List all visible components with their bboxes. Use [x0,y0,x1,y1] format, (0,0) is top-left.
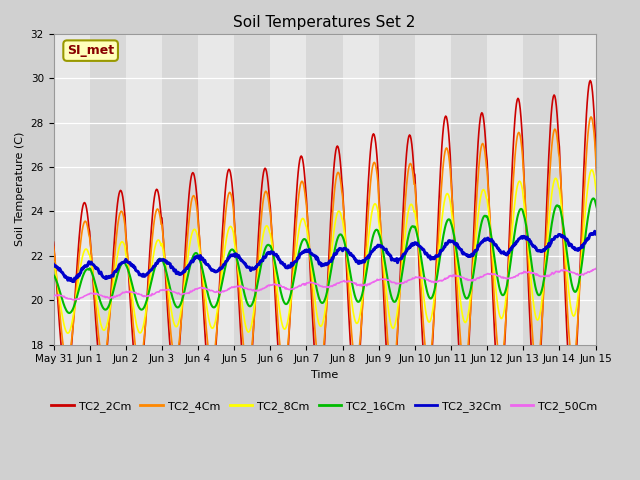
TC2_50Cm [70,297,77,303]
TC2_32Cm [253,264,260,269]
Line: TC2_16Cm: TC2_16Cm [54,195,631,313]
TC2_50Cm [275,284,282,289]
TC2_2Cm [274,343,282,348]
TC2_8Cm [50,259,58,265]
Bar [54,34,90,345]
TC2_8Cm [64,330,72,336]
TC2_32Cm [225,255,232,261]
TC2_16Cm [627,193,635,199]
TC2_2Cm [223,170,231,176]
TC2_8Cm [403,220,410,226]
Title: Soil Temperatures Set 2: Soil Temperatures Set 2 [234,15,416,30]
TC2_32Cm [435,252,443,258]
X-axis label: Time: Time [311,370,338,380]
Line: TC2_8Cm: TC2_8Cm [54,166,631,333]
Bar [198,34,234,345]
Bar [126,34,162,345]
TC2_4Cm [388,368,396,373]
TC2_8Cm [627,173,635,179]
TC2_16Cm [65,310,73,316]
TC2_8Cm [118,239,126,245]
TC2_16Cm [435,262,443,267]
TC2_32Cm [275,256,282,262]
TC2_4Cm [223,196,231,202]
TC2_2Cm [627,119,635,124]
TC2_4Cm [623,109,631,115]
Text: SI_met: SI_met [67,44,114,57]
TC2_32Cm [403,248,410,254]
TC2_4Cm [50,243,58,249]
TC2_50Cm [50,293,58,299]
Bar [307,34,342,345]
TC2_8Cm [225,228,232,233]
TC2_50Cm [627,264,635,270]
TC2_2Cm [252,279,260,285]
TC2_2Cm [117,188,125,194]
TC2_50Cm [225,286,232,292]
TC2_4Cm [274,318,282,324]
TC2_16Cm [118,261,126,266]
TC2_16Cm [50,272,58,278]
Bar [270,34,307,345]
TC2_50Cm [403,279,410,285]
Y-axis label: Soil Temperature (C): Soil Temperature (C) [15,132,25,246]
Line: TC2_32Cm: TC2_32Cm [54,229,631,281]
TC2_32Cm [70,278,77,284]
Bar [415,34,451,345]
TC2_50Cm [253,288,260,293]
TC2_2Cm [623,72,630,78]
TC2_2Cm [389,389,397,395]
TC2_8Cm [624,163,632,168]
TC2_8Cm [435,247,443,253]
Bar [342,34,379,345]
Bar [90,34,126,345]
TC2_32Cm [118,260,126,265]
Line: TC2_2Cm: TC2_2Cm [54,75,631,392]
TC2_4Cm [252,289,260,295]
Bar [451,34,487,345]
TC2_2Cm [435,199,443,204]
TC2_8Cm [253,284,260,289]
TC2_32Cm [627,228,635,233]
TC2_8Cm [275,300,282,305]
TC2_32Cm [627,227,634,232]
TC2_50Cm [435,278,443,284]
Bar [379,34,415,345]
Bar [524,34,559,345]
TC2_50Cm [118,290,126,296]
TC2_16Cm [275,278,282,284]
TC2_16Cm [403,243,410,249]
TC2_32Cm [50,262,58,267]
Legend: TC2_2Cm, TC2_4Cm, TC2_8Cm, TC2_16Cm, TC2_32Cm, TC2_50Cm: TC2_2Cm, TC2_4Cm, TC2_8Cm, TC2_16Cm, TC2… [47,397,602,417]
TC2_4Cm [627,135,635,141]
Bar [234,34,270,345]
TC2_2Cm [50,240,58,245]
Line: TC2_4Cm: TC2_4Cm [54,112,631,371]
TC2_4Cm [435,226,443,231]
TC2_2Cm [403,150,410,156]
Bar [162,34,198,345]
TC2_16Cm [253,285,260,290]
TC2_4Cm [117,208,125,214]
TC2_4Cm [403,183,410,189]
Bar [487,34,524,345]
Bar [559,34,595,345]
Line: TC2_50Cm: TC2_50Cm [54,267,631,300]
TC2_16Cm [625,192,633,198]
TC2_16Cm [225,253,232,259]
